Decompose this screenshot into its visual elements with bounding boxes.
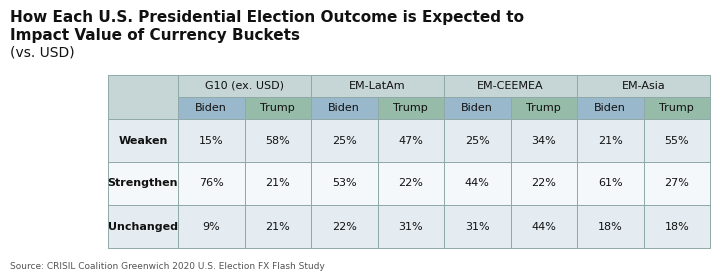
Bar [377, 97, 444, 119]
Bar [510, 97, 577, 119]
Text: 31%: 31% [465, 222, 490, 232]
Text: How Each U.S. Presidential Election Outcome is Expected to: How Each U.S. Presidential Election Outc… [10, 10, 524, 25]
Text: 44%: 44% [465, 179, 490, 189]
Bar [510, 162, 577, 205]
Text: 34%: 34% [531, 136, 556, 146]
Text: 47%: 47% [398, 136, 423, 146]
Bar [577, 75, 710, 97]
Bar [311, 119, 377, 162]
Bar [311, 162, 377, 205]
Text: 18%: 18% [598, 222, 623, 232]
Text: (vs. USD): (vs. USD) [10, 46, 75, 60]
Text: 21%: 21% [266, 222, 290, 232]
Bar [311, 97, 377, 119]
Bar [444, 75, 577, 97]
Bar [178, 75, 311, 97]
Text: 22%: 22% [531, 179, 556, 189]
Text: 22%: 22% [398, 179, 423, 189]
Text: 61%: 61% [598, 179, 623, 189]
Text: 22%: 22% [332, 222, 356, 232]
Bar [178, 162, 245, 205]
Text: Biden: Biden [594, 103, 626, 113]
Bar [108, 205, 178, 248]
Bar [444, 205, 510, 248]
Text: 31%: 31% [398, 222, 423, 232]
Bar [377, 119, 444, 162]
Text: Trump: Trump [261, 103, 295, 113]
Bar [311, 205, 377, 248]
Bar [178, 97, 245, 119]
Bar [444, 162, 510, 205]
Bar [577, 205, 644, 248]
Text: EM-Asia: EM-Asia [621, 81, 665, 91]
Bar [644, 205, 710, 248]
Bar [108, 162, 178, 205]
Text: 53%: 53% [332, 179, 356, 189]
Bar [644, 97, 710, 119]
Text: Trump: Trump [393, 103, 428, 113]
Bar [644, 162, 710, 205]
Text: Impact Value of Currency Buckets: Impact Value of Currency Buckets [10, 28, 300, 43]
Text: 21%: 21% [598, 136, 623, 146]
Bar [178, 205, 245, 248]
Bar [510, 119, 577, 162]
Text: 9%: 9% [202, 222, 220, 232]
Text: 58%: 58% [266, 136, 290, 146]
Bar [245, 205, 311, 248]
Text: 18%: 18% [665, 222, 689, 232]
Text: 25%: 25% [465, 136, 490, 146]
Bar [444, 119, 510, 162]
Bar [245, 97, 311, 119]
Text: 76%: 76% [199, 179, 224, 189]
Bar [644, 119, 710, 162]
Text: 27%: 27% [665, 179, 689, 189]
Text: Unchanged: Unchanged [108, 222, 178, 232]
Bar [245, 162, 311, 205]
Text: Weaken: Weaken [118, 136, 168, 146]
Text: 21%: 21% [266, 179, 290, 189]
Bar [577, 97, 644, 119]
Bar [178, 119, 245, 162]
Bar [245, 119, 311, 162]
Text: G10 (ex. USD): G10 (ex. USD) [205, 81, 284, 91]
Text: Biden: Biden [328, 103, 360, 113]
Bar [311, 75, 444, 97]
Text: Trump: Trump [526, 103, 561, 113]
Text: Trump: Trump [660, 103, 694, 113]
Text: Biden: Biden [195, 103, 228, 113]
Bar [377, 205, 444, 248]
Bar [444, 97, 510, 119]
Bar [577, 119, 644, 162]
Text: EM-CEEMEA: EM-CEEMEA [477, 81, 544, 91]
Text: Source: CRISIL Coalition Greenwich 2020 U.S. Election FX Flash Study: Source: CRISIL Coalition Greenwich 2020 … [10, 262, 325, 271]
Text: 44%: 44% [531, 222, 556, 232]
Bar [108, 119, 178, 162]
Text: Biden: Biden [462, 103, 493, 113]
Bar [377, 162, 444, 205]
Bar [510, 205, 577, 248]
Text: 55%: 55% [665, 136, 689, 146]
Text: EM-LatAm: EM-LatAm [349, 81, 406, 91]
Text: 25%: 25% [332, 136, 356, 146]
Text: 15%: 15% [199, 136, 224, 146]
Text: Strengthen: Strengthen [108, 179, 179, 189]
Bar [108, 75, 178, 119]
Bar [577, 162, 644, 205]
